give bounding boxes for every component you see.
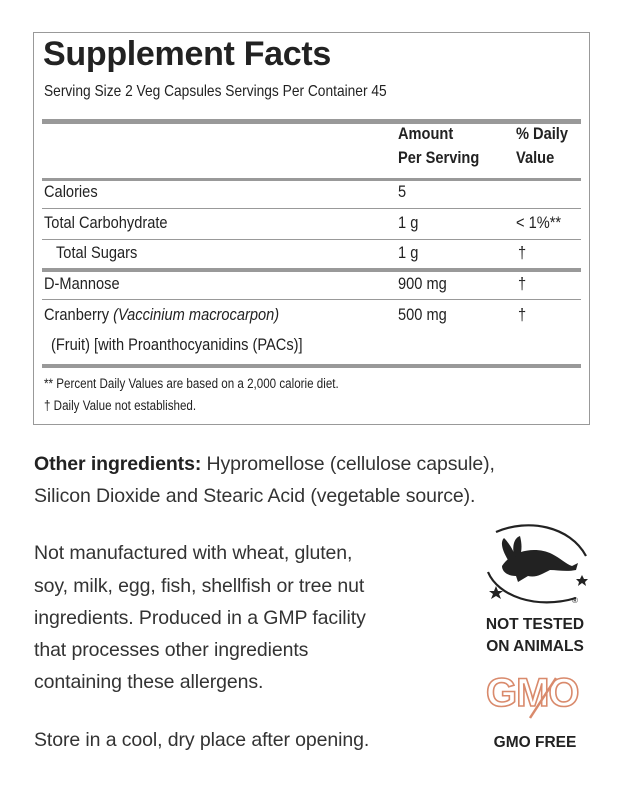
row-cranberry-dv: † xyxy=(518,305,527,324)
row-carb-dv: < 1%** xyxy=(516,213,562,232)
amount-header-line2: Per Serving xyxy=(398,148,480,167)
other-ingredients-line2: Silicon Dioxide and Stearic Acid (vegeta… xyxy=(34,485,476,507)
row-mannose-dv: † xyxy=(518,274,527,293)
supplement-facts-panel: Supplement Facts Serving Size 2 Veg Caps… xyxy=(33,32,590,425)
registered-mark: ® xyxy=(572,596,578,605)
cranberry-latin-name: (Vaccinium macrocarpon) xyxy=(113,305,280,324)
row-divider xyxy=(42,239,581,240)
other-ingredients-line1: Other ingredients: Hypromellose (cellulo… xyxy=(34,447,495,481)
cranberry-label: Cranberry xyxy=(44,305,110,324)
row-divider xyxy=(42,208,581,209)
other-ingredients-text: Hypromellose (cellulose capsule), xyxy=(201,453,495,475)
not-tested-line1: NOT TESTED xyxy=(485,616,585,633)
gmo-strike-icon xyxy=(528,677,558,719)
row-sugars-dv: † xyxy=(518,243,527,262)
header-rule xyxy=(42,178,581,181)
row-calories-name: Calories xyxy=(44,182,98,201)
footnote-daily-values: ** Percent Daily Values are based on a 2… xyxy=(44,376,339,391)
allergen-line: Not manufactured with wheat, gluten, xyxy=(34,542,353,564)
serving-info: Serving Size 2 Veg Capsules Servings Per… xyxy=(44,83,387,100)
row-divider xyxy=(42,299,581,300)
thick-rule-mid xyxy=(42,268,581,272)
other-ingredients-label: Other ingredients: xyxy=(34,453,202,475)
allergen-line: soy, milk, egg, fish, shellfish or tree … xyxy=(34,575,365,597)
row-cranberry-amount: 500 mg xyxy=(398,305,447,324)
gmo-logo: GMO xyxy=(485,670,580,716)
row-sugars-name: Total Sugars xyxy=(56,243,138,262)
row-cranberry-name: Cranberry (Vaccinium macrocarpon) xyxy=(44,305,279,325)
daily-value-header: % Daily Value xyxy=(516,122,568,170)
allergen-line: containing these allergens. xyxy=(34,671,264,693)
gmo-free-label: GMO FREE xyxy=(493,734,577,751)
allergen-line: that processes other ingredients xyxy=(34,639,309,661)
panel-title: Supplement Facts xyxy=(43,35,332,73)
dv-header-line2: Value xyxy=(516,148,555,167)
row-mannose-amount: 900 mg xyxy=(398,274,447,293)
row-calories-amount: 5 xyxy=(398,182,407,201)
row-cranberry-line2: (Fruit) [with Proanthocyanidins (PACs)] xyxy=(51,335,303,354)
thick-rule-bottom xyxy=(42,364,581,368)
thick-rule-top xyxy=(42,119,581,124)
footnote-dagger: † Daily Value not established. xyxy=(44,398,197,413)
not-tested-label: NOT TESTED ON ANIMALS xyxy=(474,614,596,658)
row-carb-name: Total Carbohydrate xyxy=(44,213,168,232)
row-sugars-amount: 1 g xyxy=(398,243,419,262)
amount-header-line1: Amount xyxy=(398,124,454,143)
allergen-line: ingredients. Produced in a GMP facility xyxy=(34,607,366,629)
dv-header-line1: % Daily xyxy=(516,124,569,143)
not-tested-line2: ON ANIMALS xyxy=(486,638,584,655)
storage-instructions: Store in a cool, dry place after opening… xyxy=(34,729,370,751)
row-mannose-name: D-Mannose xyxy=(44,274,120,293)
row-carb-amount: 1 g xyxy=(398,213,419,232)
leaping-bunny-icon xyxy=(486,524,588,604)
amount-header: Amount Per Serving xyxy=(398,122,479,170)
